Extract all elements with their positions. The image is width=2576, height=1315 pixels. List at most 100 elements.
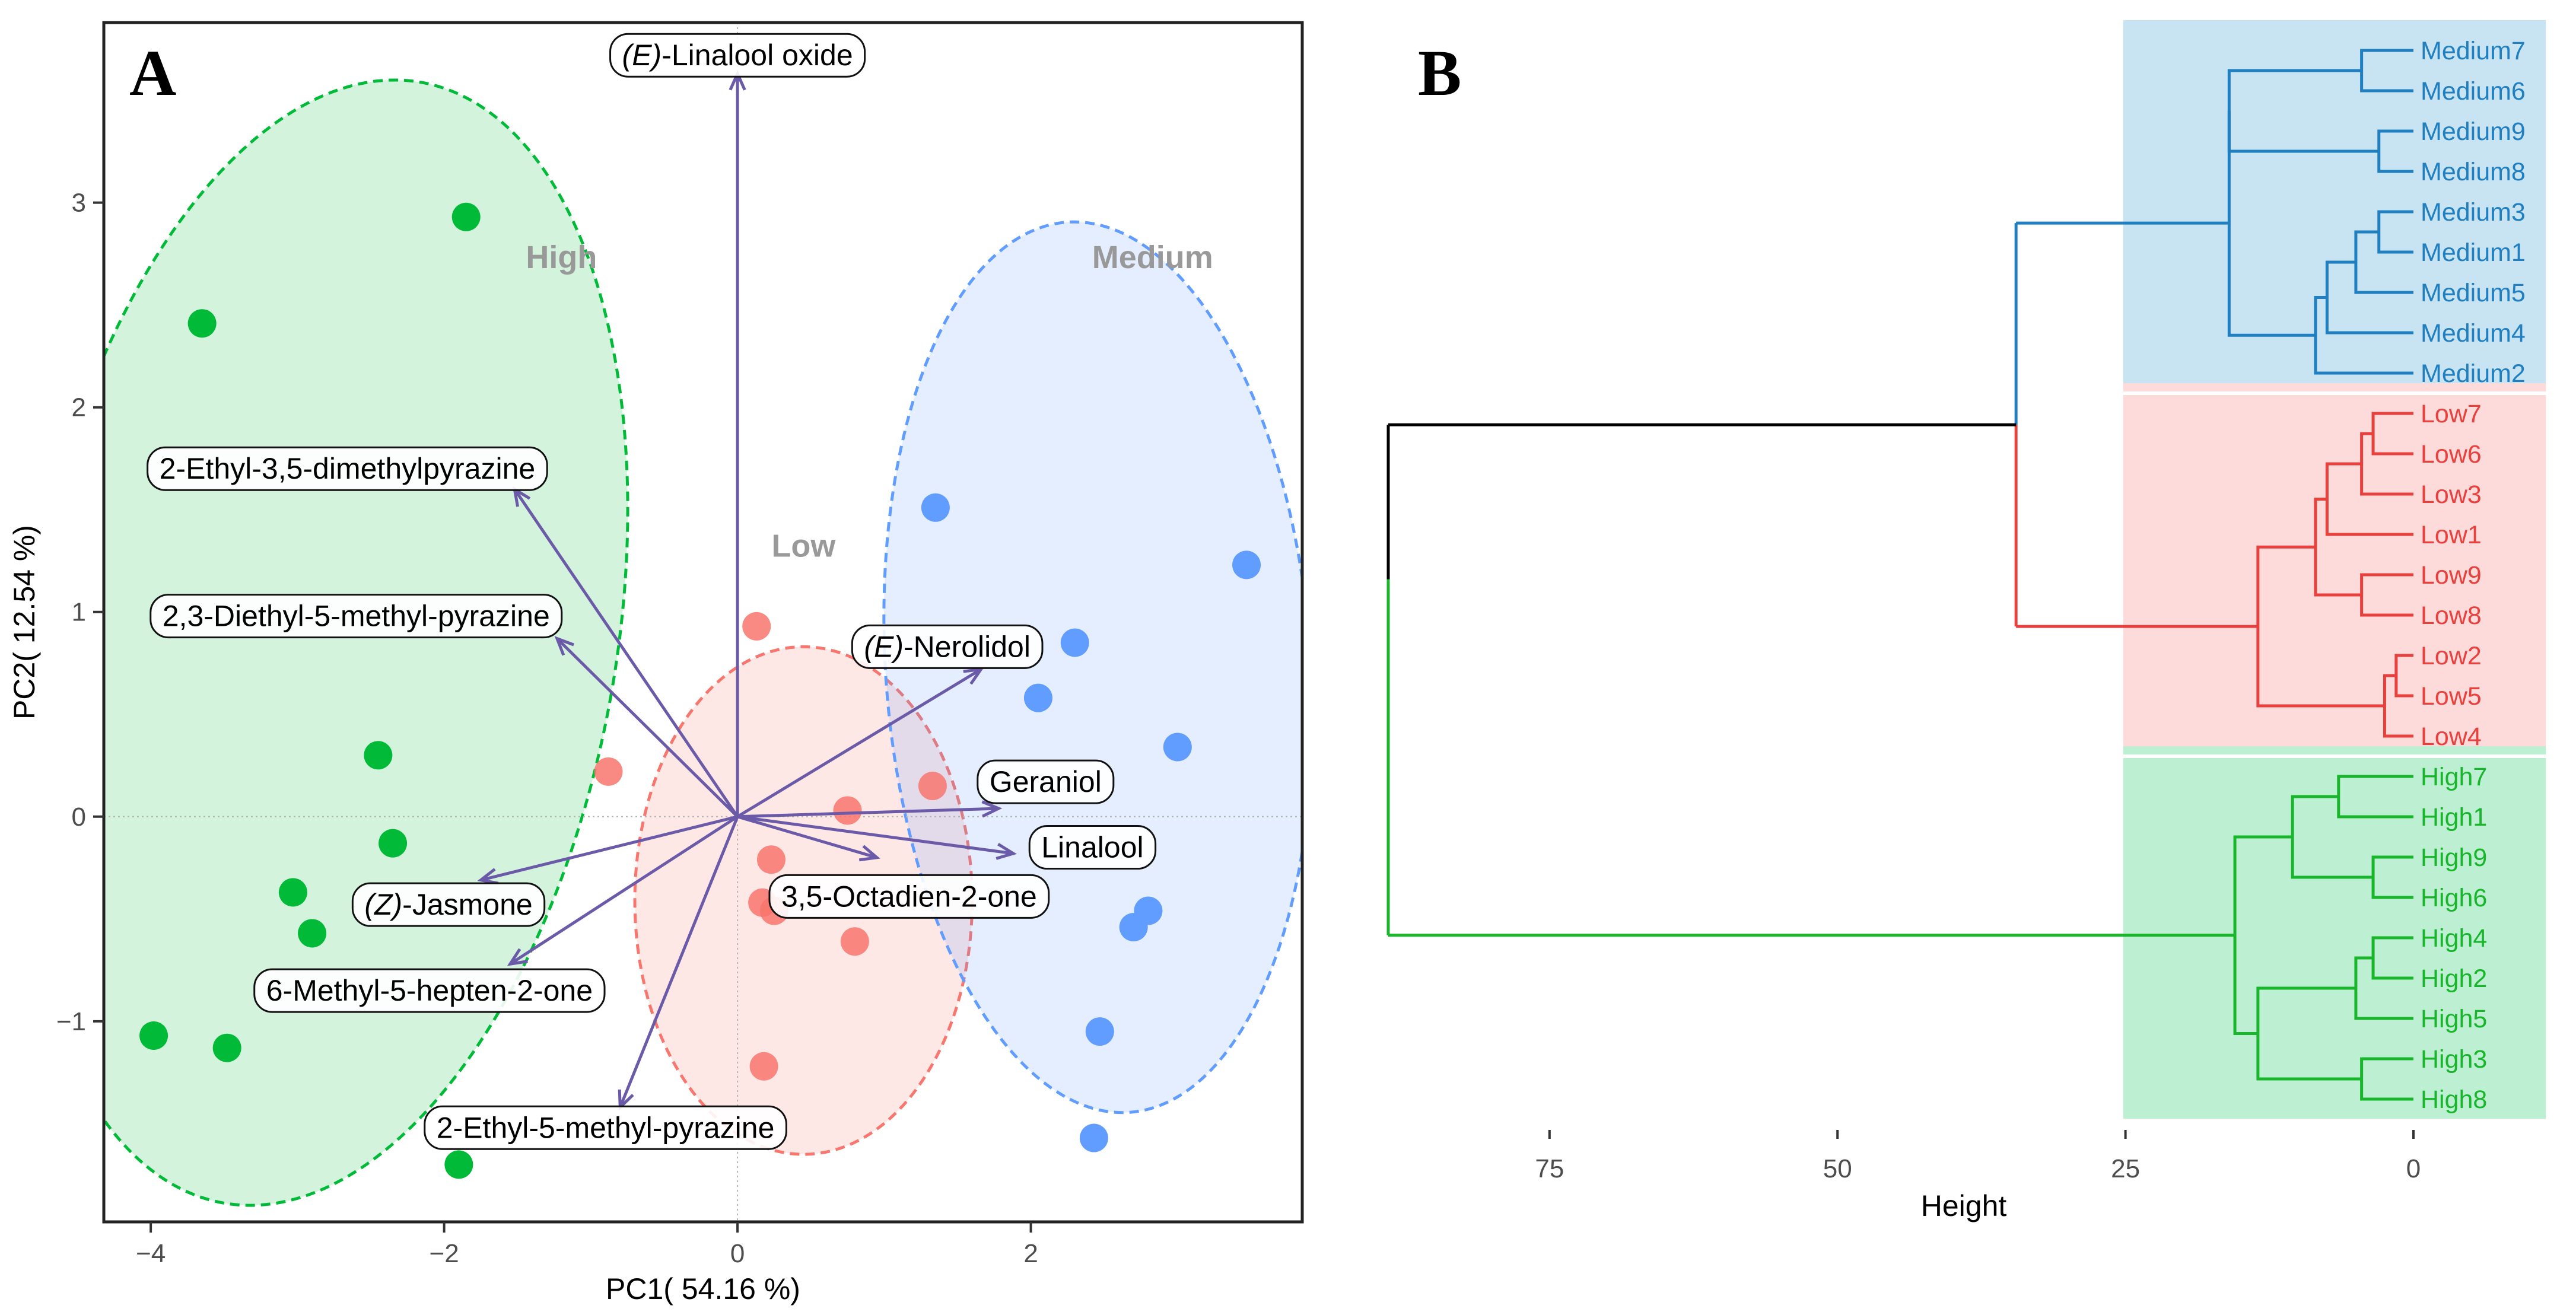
y-axis-title: PC2( 12.54 %) bbox=[8, 525, 41, 719]
branch-l25 bbox=[2394, 654, 2413, 698]
x-tick-label: 2 bbox=[1023, 1239, 1038, 1268]
branch-h38 bbox=[2360, 1057, 2413, 1101]
y-tick-label: 2 bbox=[72, 393, 86, 422]
leaf-labels: Medium7 Medium6 Medium9 Medium8 Medium3 Mediu… bbox=[2421, 37, 2526, 1114]
point-high-9 bbox=[444, 1150, 473, 1179]
y-tick-label: −1 bbox=[56, 1007, 86, 1036]
leaf-label-high8: High8 bbox=[2421, 1085, 2487, 1114]
label-main-part: 2-Ethyl-3,5-dimethylpyrazine bbox=[160, 452, 536, 485]
label-text: 3,5-Octadien-2-one bbox=[781, 880, 1037, 913]
label-box bbox=[351, 882, 546, 927]
loading-label-linalool: Linalool bbox=[1028, 825, 1157, 870]
label-italic-part: (Z) bbox=[364, 888, 402, 921]
point-high-1 bbox=[451, 202, 481, 231]
loading-arrow-2-ethyl-3-5-dimethylpyrazine bbox=[513, 488, 739, 818]
point-high-4 bbox=[379, 829, 408, 858]
point-low-9 bbox=[749, 1052, 778, 1081]
leaf-label-medium8: Medium8 bbox=[2421, 158, 2526, 186]
band-high bbox=[2123, 746, 2546, 1119]
label-box bbox=[150, 594, 563, 639]
loading-arrow-geraniol bbox=[737, 807, 999, 819]
label-box bbox=[768, 874, 1050, 919]
point-low-4 bbox=[833, 796, 862, 825]
confidence-ellipses bbox=[104, 78, 1302, 1207]
leaf-label-high6: High6 bbox=[2421, 884, 2487, 912]
arrowhead-linalool bbox=[996, 843, 1017, 860]
label-box bbox=[147, 446, 548, 491]
plot-border bbox=[102, 21, 1304, 1224]
label-text: Geraniol bbox=[990, 765, 1102, 798]
loading-label-6-methyl-5-hepten-2-one: 6-Methyl-5-hepten-2-one bbox=[253, 968, 606, 1013]
label-text: 2-Ethyl-5-methyl-pyrazine bbox=[437, 1111, 775, 1144]
label-text: 6-Methyl-5-hepten-2-one bbox=[266, 974, 593, 1007]
arrowhead-3-5-octadien-2-one bbox=[858, 845, 880, 862]
ellipse-high bbox=[104, 78, 629, 1207]
leaf-label-high3: High3 bbox=[2421, 1045, 2487, 1074]
leaf-label-medium2: Medium2 bbox=[2421, 359, 2526, 388]
point-low-5 bbox=[756, 845, 785, 874]
height-axis: 75 50 25 0 bbox=[1535, 1130, 2421, 1183]
loading-label-e-nerolidol: (E)-Nerolidol bbox=[851, 624, 1044, 669]
arrowhead-6-methyl-5-hepten-2-one bbox=[507, 948, 528, 966]
group-labels: High Low Medium bbox=[526, 240, 1213, 564]
branch-h71 bbox=[2337, 775, 2413, 819]
point-high-5 bbox=[278, 878, 307, 907]
leaf-label-high2: High2 bbox=[2421, 964, 2487, 993]
label-main-part: 3,5-Octadien-2-one bbox=[781, 880, 1037, 913]
arrowhead-e-nerolidol bbox=[963, 667, 984, 685]
leaf-label-low5: Low5 bbox=[2421, 682, 2482, 711]
leaf-label-high9: High9 bbox=[2421, 843, 2487, 872]
leaf-label-low9: Low9 bbox=[2421, 561, 2482, 590]
point-medium-3 bbox=[1060, 628, 1089, 657]
band-low bbox=[2123, 383, 2546, 756]
branch-lLow bbox=[2256, 545, 2385, 708]
label-main-part: Linalool bbox=[1041, 831, 1143, 864]
label-italic-part: (E) bbox=[864, 630, 904, 663]
leaf-label-low7: Low7 bbox=[2421, 400, 2482, 428]
leaf-label-medium7: Medium7 bbox=[2421, 37, 2526, 65]
leaf-label-medium4: Medium4 bbox=[2421, 319, 2526, 348]
branch-m76 bbox=[2360, 49, 2413, 93]
leaf-label-high4: High4 bbox=[2421, 924, 2487, 953]
label-box bbox=[253, 968, 606, 1013]
loading-arrow-3-5-octadien-2-one bbox=[737, 815, 877, 859]
loading-label-2-ethyl-3-5-dimethylpyrazine: 2-Ethyl-3,5-dimethylpyrazine bbox=[147, 446, 548, 491]
label-box bbox=[977, 759, 1115, 804]
loading-arrow-6-methyl-5-hepten-2-one bbox=[509, 815, 739, 966]
pca-biplot-panel: (E)-Linalool oxide 2-Ethyl-3,5-dimethylpy… bbox=[8, 21, 1304, 1306]
label-box bbox=[424, 1105, 787, 1150]
loading-arrows bbox=[477, 70, 1017, 1111]
label-main-part: 2,3-Diethyl-5-methyl-pyrazine bbox=[163, 600, 550, 633]
label-text: 2-Ethyl-3,5-dimethylpyrazine bbox=[160, 452, 536, 485]
point-low-2 bbox=[594, 757, 623, 786]
loading-arrow-e-nerolidol bbox=[736, 668, 982, 818]
arrowhead-2-3-diethyl-5-methyl-pyrazine bbox=[554, 636, 574, 656]
height-tick-label: 75 bbox=[1535, 1154, 1564, 1183]
loading-arrow-2-3-diethyl-5-methyl-pyrazine bbox=[556, 637, 739, 818]
leaf-label-medium9: Medium9 bbox=[2421, 117, 2526, 146]
point-high-6 bbox=[298, 919, 327, 948]
y-tick-label: 1 bbox=[72, 598, 86, 627]
point-low-1 bbox=[742, 612, 771, 641]
y-tick-label: 0 bbox=[72, 803, 86, 832]
leaf-label-low1: Low1 bbox=[2421, 521, 2482, 549]
loading-arrow-2-ethyl-5-methyl-pyrazine bbox=[618, 816, 739, 1108]
loading-label-3-5-octadien-2-one: 3,5-Octadien-2-one bbox=[768, 874, 1050, 919]
x-tick-label: −4 bbox=[136, 1239, 166, 1268]
x-tick-label: −2 bbox=[430, 1239, 459, 1268]
label-text: Linalool bbox=[1041, 831, 1143, 864]
point-low-8 bbox=[840, 927, 869, 956]
arrowhead-geraniol bbox=[981, 800, 1003, 818]
branch-m31542 bbox=[2314, 296, 2413, 375]
label-main-part: 2-Ethyl-5-methyl-pyrazine bbox=[437, 1111, 775, 1144]
group-label-high: High bbox=[526, 240, 597, 275]
point-medium-1 bbox=[921, 493, 950, 522]
y-tick-label: 3 bbox=[72, 189, 86, 218]
arrowhead-z-jasmone bbox=[477, 868, 499, 885]
leaf-label-low6: Low6 bbox=[2421, 440, 2482, 469]
loading-label-geraniol: Geraniol bbox=[977, 759, 1115, 804]
branch-l98 bbox=[2360, 573, 2413, 617]
loading-label-e-linalool-oxide: (E)-Linalool oxide bbox=[609, 33, 866, 78]
leaf-label-high5: High5 bbox=[2421, 1005, 2487, 1033]
